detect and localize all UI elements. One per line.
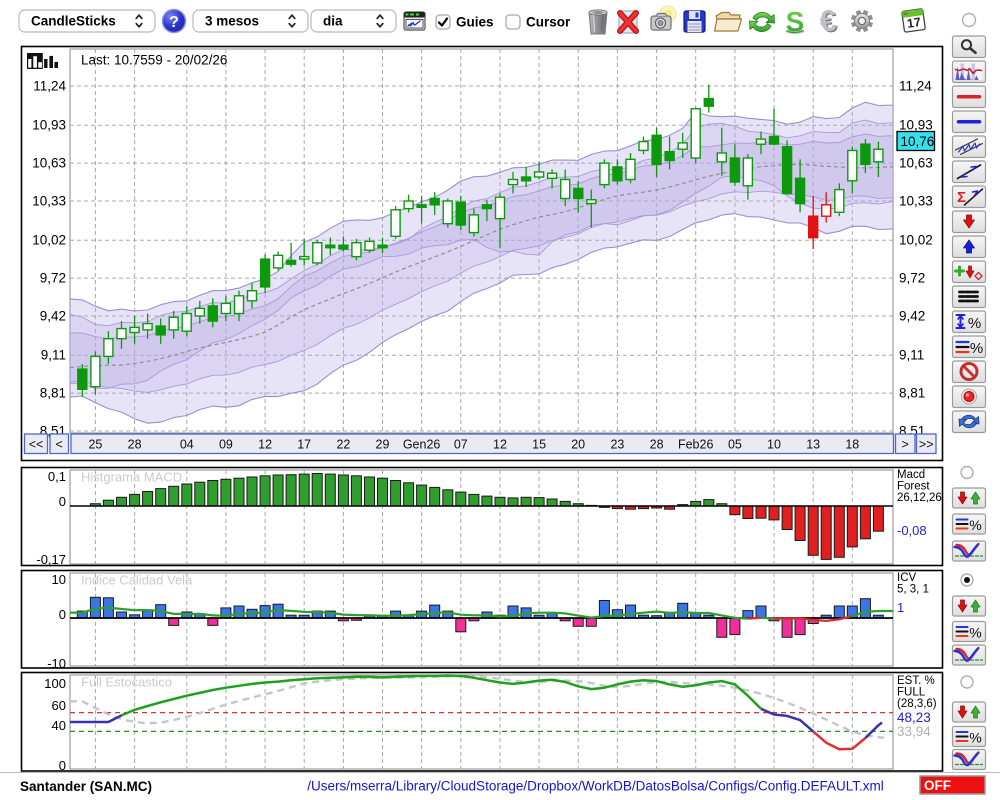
svg-text:9,42: 9,42 <box>40 309 66 324</box>
svg-text:0: 0 <box>59 758 66 773</box>
svg-text:0: 0 <box>59 494 66 509</box>
svg-text:1: 1 <box>897 600 904 615</box>
svg-text:8,81: 8,81 <box>40 386 66 401</box>
svg-text:Gen26: Gen26 <box>403 438 441 452</box>
svg-text:9,11: 9,11 <box>899 348 924 363</box>
svg-text:9,11: 9,11 <box>41 348 66 363</box>
svg-text:<: < <box>56 438 63 452</box>
svg-text:9,72: 9,72 <box>899 271 925 286</box>
svg-text:0: 0 <box>59 607 66 622</box>
svg-text:26,12,26: 26,12,26 <box>897 492 942 504</box>
svg-text:07: 07 <box>454 438 468 452</box>
svg-text:Histgrama MACD: Histgrama MACD <box>81 470 182 485</box>
svg-text:Σ: Σ <box>957 189 966 206</box>
svg-text:Forest: Forest <box>897 481 930 493</box>
svg-text:<<: << <box>29 438 44 452</box>
svg-text:(28,3,6): (28,3,6) <box>897 698 937 710</box>
svg-text:%: % <box>969 730 981 746</box>
svg-text:28: 28 <box>650 438 664 452</box>
svg-text:CandleSticks: CandleSticks <box>31 14 116 29</box>
svg-text:48,23: 48,23 <box>897 710 931 725</box>
svg-text:€: € <box>819 5 839 40</box>
svg-text:10,63: 10,63 <box>899 156 933 171</box>
svg-text:%: % <box>969 625 981 641</box>
svg-text:OFF: OFF <box>924 778 951 793</box>
svg-text:Feb26: Feb26 <box>678 438 713 452</box>
svg-text:%: % <box>969 517 981 533</box>
svg-text:Full Estocastico: Full Estocastico <box>81 675 172 690</box>
svg-text:10,33: 10,33 <box>32 194 66 209</box>
svg-text:10,93: 10,93 <box>899 118 933 133</box>
svg-text:9,72: 9,72 <box>40 271 66 286</box>
svg-text:8,81: 8,81 <box>899 386 925 401</box>
svg-text:12: 12 <box>258 438 272 452</box>
svg-text:S: S <box>786 6 805 37</box>
svg-text:0,1: 0,1 <box>48 469 66 484</box>
svg-text:FULL: FULL <box>897 687 926 699</box>
svg-text:/Users/mserra/Library/CloudSto: /Users/mserra/Library/CloudStorage/Dropb… <box>307 779 883 794</box>
svg-text:%: % <box>970 340 983 357</box>
svg-text:20: 20 <box>571 438 585 452</box>
svg-text:13: 13 <box>806 438 820 452</box>
svg-text:04: 04 <box>180 438 194 452</box>
svg-text:100: 100 <box>44 676 66 691</box>
svg-text:10: 10 <box>767 438 781 452</box>
svg-text:10: 10 <box>52 572 66 587</box>
svg-text:EST. %: EST. % <box>897 675 935 687</box>
svg-text:18: 18 <box>845 438 859 452</box>
svg-text:10,02: 10,02 <box>32 233 66 248</box>
svg-text:40: 40 <box>52 718 66 733</box>
svg-text:29: 29 <box>376 438 390 452</box>
svg-text:05: 05 <box>728 438 742 452</box>
svg-text:Indice Calidad Vela: Indice Calidad Vela <box>81 573 193 588</box>
svg-text:-0,08: -0,08 <box>897 523 927 538</box>
svg-text:17: 17 <box>906 15 922 31</box>
svg-text:25: 25 <box>88 438 102 452</box>
svg-text:33,94: 33,94 <box>897 724 931 739</box>
svg-text:28: 28 <box>128 438 142 452</box>
svg-text:%: % <box>968 315 981 332</box>
svg-text:09: 09 <box>219 438 233 452</box>
svg-text:10,33: 10,33 <box>899 194 933 209</box>
svg-text:>>: >> <box>919 438 934 452</box>
svg-text:Cursor: Cursor <box>526 15 571 30</box>
svg-text:60: 60 <box>52 698 66 713</box>
svg-text:9,42: 9,42 <box>899 309 925 324</box>
svg-text:15: 15 <box>532 438 546 452</box>
svg-text:Macd: Macd <box>897 469 925 481</box>
svg-text:12: 12 <box>493 438 507 452</box>
svg-text:22: 22 <box>336 438 350 452</box>
svg-text:Guies: Guies <box>456 15 494 30</box>
svg-text:-0,17: -0,17 <box>36 552 66 567</box>
svg-text:23: 23 <box>610 438 624 452</box>
svg-text:11,24: 11,24 <box>899 79 932 94</box>
svg-text:10,93: 10,93 <box>32 118 66 133</box>
svg-text:3 mesos: 3 mesos <box>205 14 259 29</box>
svg-text:-10: -10 <box>47 656 66 671</box>
svg-text:ICV: ICV <box>897 572 917 584</box>
svg-text:11,24: 11,24 <box>33 79 66 94</box>
svg-text:10,76: 10,76 <box>901 134 935 149</box>
svg-text:5, 3, 1: 5, 3, 1 <box>897 584 929 596</box>
svg-text:Last: 10.7559 - 20/02/26: Last: 10.7559 - 20/02/26 <box>81 53 227 68</box>
svg-text:Santander (SAN.MC): Santander (SAN.MC) <box>20 779 152 794</box>
svg-text:17: 17 <box>297 438 311 452</box>
svg-text:10,02: 10,02 <box>899 233 933 248</box>
svg-text:>: > <box>902 438 909 452</box>
svg-text:?: ? <box>169 14 179 31</box>
svg-text:10,63: 10,63 <box>32 156 66 171</box>
svg-text:dia: dia <box>323 14 343 29</box>
svg-text:€: € <box>818 4 838 39</box>
